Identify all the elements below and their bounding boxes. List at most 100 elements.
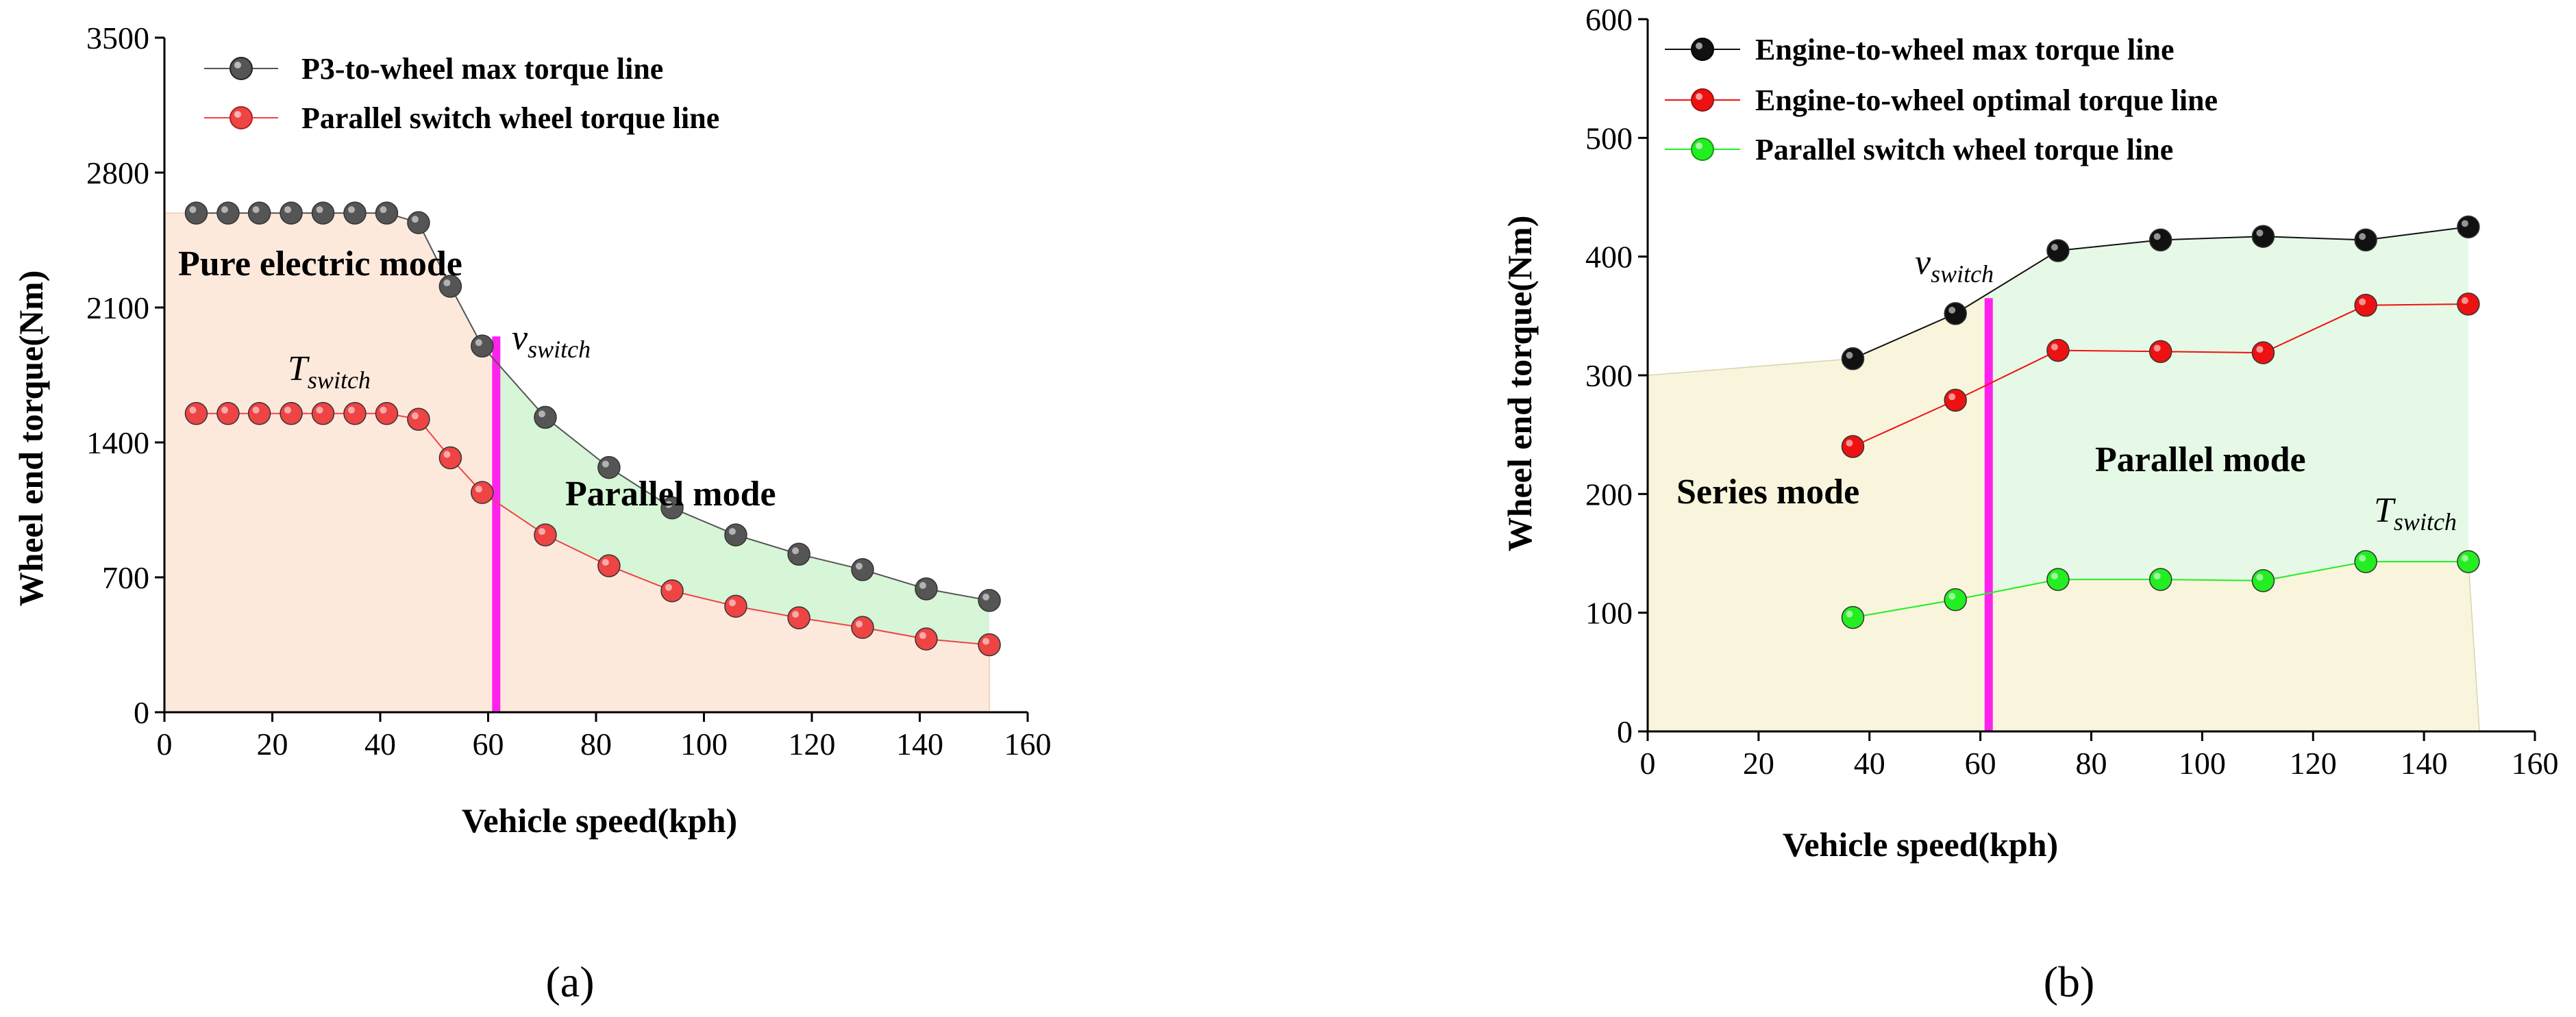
data-point-highlight — [728, 599, 736, 607]
legend-label-parallel-switch: Parallel switch wheel torque line — [301, 101, 719, 135]
series-mode-label: Series mode — [1676, 473, 1859, 512]
data-point-highlight — [728, 528, 736, 536]
data-point-highlight — [2461, 555, 2468, 562]
data-point-highlight — [2256, 229, 2264, 237]
data-point — [2046, 568, 2070, 591]
data-point-highlight — [443, 279, 451, 287]
legend-label-engine-optimal: Engine-to-wheel optimal torque line — [1755, 84, 2218, 117]
data-point-highlight — [856, 562, 863, 570]
data-point-highlight — [316, 406, 323, 414]
data-point — [787, 542, 810, 566]
data-point-highlight — [380, 206, 387, 214]
data-point-highlight — [602, 559, 609, 566]
data-point-highlight — [380, 406, 387, 414]
data-point — [724, 523, 747, 547]
parallel-mode-region — [1988, 227, 2468, 594]
data-point — [1944, 588, 1967, 612]
data-point — [311, 201, 335, 225]
data-point-highlight — [919, 632, 926, 640]
data-point — [978, 633, 1001, 657]
x-tick-label: 80 — [2076, 746, 2107, 781]
v-switch-annotation: vswitch — [512, 318, 591, 363]
data-point-highlight — [2051, 343, 2058, 351]
data-point — [2354, 228, 2377, 252]
data-point-highlight — [665, 501, 673, 508]
x-tick-label: 60 — [473, 727, 504, 762]
data-point — [2354, 293, 2377, 317]
data-point — [471, 481, 494, 504]
data-point-highlight — [2051, 573, 2058, 580]
data-point-highlight — [2461, 297, 2468, 304]
data-point-highlight — [221, 406, 228, 414]
data-point — [915, 627, 938, 651]
data-point-highlight — [856, 620, 863, 628]
data-point-highlight — [665, 583, 673, 591]
x-axis-title: Vehicle speed(kph) — [462, 801, 737, 840]
data-point-highlight — [1948, 393, 1956, 401]
x-tick-label: 160 — [1004, 727, 1052, 762]
x-tick-label: 140 — [2401, 746, 2448, 781]
data-point-highlight — [411, 412, 419, 420]
data-point — [184, 201, 208, 225]
data-point-highlight — [189, 206, 197, 214]
x-tick-label: 100 — [680, 727, 728, 762]
data-point — [534, 523, 557, 547]
data-point-highlight — [792, 611, 800, 618]
y-tick-label: 200 — [1585, 477, 1633, 512]
data-point — [2457, 215, 2480, 239]
y-axis-title: Wheel end torque(Nm) — [12, 271, 50, 607]
data-point — [247, 402, 271, 425]
data-point-highlight — [1948, 592, 1956, 600]
data-point — [1944, 388, 1967, 412]
data-point — [280, 402, 303, 425]
data-point — [2148, 228, 2172, 252]
chart-b: 0 20 40 60 80 100 120 140 160 0 100 200 300 400 500 600… — [1500, 2, 2559, 1006]
y-tick-label: 700 — [102, 560, 149, 595]
data-point-highlight — [982, 638, 990, 645]
x-tick-label: 20 — [257, 727, 288, 762]
y-tick-label: 400 — [1585, 240, 1633, 275]
data-point-highlight — [2153, 233, 2161, 240]
data-point — [375, 402, 399, 425]
x-tick-label: 20 — [1743, 746, 1774, 781]
y-tick-label: 0 — [134, 695, 149, 730]
data-point-highlight — [221, 206, 228, 214]
data-point — [597, 554, 621, 577]
legend-label-p3-max: P3-to-wheel max torque line — [301, 52, 663, 86]
y-tick-label: 500 — [1585, 121, 1633, 155]
y-tick-label: 100 — [1585, 596, 1633, 631]
parallel-mode-label: Parallel mode — [2095, 440, 2306, 479]
v-switch-annotation: vswitch — [1915, 243, 1994, 288]
data-point-highlight — [284, 206, 292, 214]
data-point — [438, 446, 462, 470]
data-point-highlight — [1846, 610, 1853, 618]
x-tick-label: 60 — [1965, 746, 1996, 781]
data-point-highlight — [347, 206, 355, 214]
x-tick-label: 100 — [2179, 746, 2226, 781]
data-point-highlight — [443, 451, 451, 458]
y-tick-label: 300 — [1585, 358, 1633, 393]
data-point — [534, 405, 557, 429]
data-point-highlight — [475, 339, 482, 347]
data-point — [851, 557, 874, 581]
data-point-highlight — [538, 528, 545, 536]
data-point — [216, 402, 240, 425]
data-point-highlight — [2359, 233, 2366, 240]
data-point — [1841, 605, 1865, 629]
x-tick-label: 0 — [157, 727, 173, 762]
data-point-highlight — [1948, 306, 1956, 314]
x-tick-label: 140 — [896, 727, 943, 762]
data-point-highlight — [1846, 351, 1853, 359]
data-point — [407, 407, 430, 431]
data-point — [2148, 568, 2172, 591]
data-point — [2046, 338, 2070, 362]
x-tick-label: 80 — [580, 727, 612, 762]
x-tick-label: 40 — [1854, 746, 1885, 781]
data-point — [2251, 569, 2275, 592]
x-tick-label: 120 — [789, 727, 836, 762]
data-point-highlight — [252, 206, 260, 214]
y-tick-label: 1400 — [86, 425, 149, 460]
data-point — [660, 579, 684, 603]
data-point — [247, 201, 271, 225]
y-axis-title: Wheel end torque(Nm) — [1500, 216, 1539, 552]
